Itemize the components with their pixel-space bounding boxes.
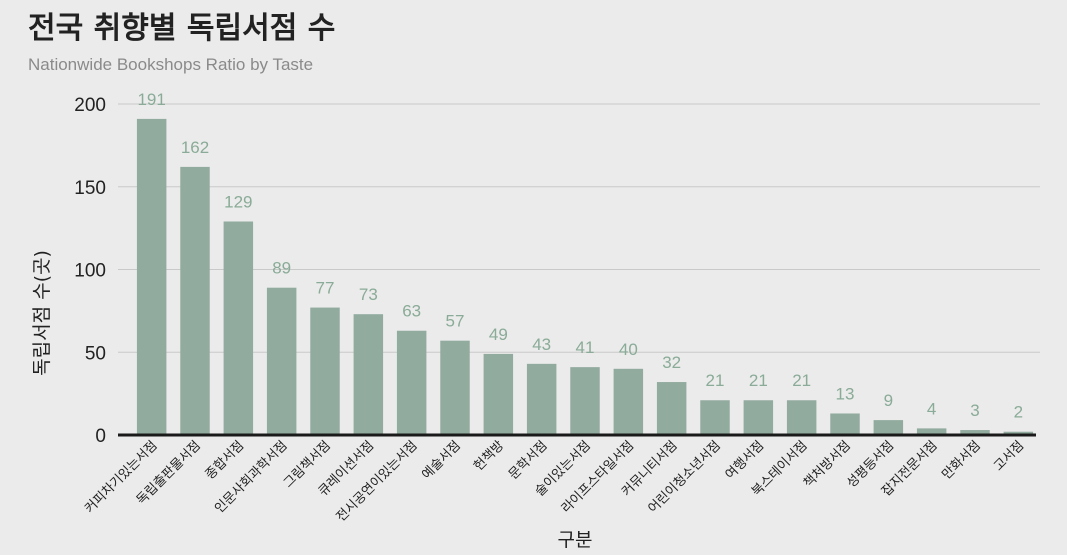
bar	[526, 363, 557, 435]
x-tick-label: 전시공연이있는서점	[334, 438, 421, 525]
data-label: 41	[576, 338, 595, 357]
data-label: 21	[792, 371, 811, 390]
bar	[136, 118, 167, 436]
y-tick-label: 0	[95, 426, 106, 447]
bars	[136, 118, 1034, 436]
data-label: 49	[489, 325, 508, 344]
y-axis-ticks: 0 50 100 150 200	[74, 95, 106, 447]
chart-subtitle: Nationwide Bookshops Ratio by Taste	[28, 55, 313, 74]
data-label: 129	[224, 193, 252, 212]
data-label: 3	[970, 401, 979, 420]
chart-title: 전국 취향별 독립서점 수	[28, 11, 335, 46]
y-tick-label: 150	[74, 178, 106, 199]
data-label: 43	[532, 335, 551, 354]
bar	[613, 368, 644, 435]
data-label: 13	[836, 384, 855, 403]
data-label: 162	[181, 138, 209, 157]
bar	[570, 367, 600, 435]
bar	[310, 307, 340, 435]
data-label: 4	[927, 399, 936, 418]
gridlines	[118, 103, 1040, 353]
bar	[786, 400, 817, 435]
bar	[873, 420, 904, 435]
x-tick-label: 헌책방	[471, 438, 507, 474]
data-label: 2	[1014, 403, 1023, 422]
y-tick-label: 100	[74, 261, 106, 282]
bar	[916, 428, 947, 435]
x-tick-label: 종합서점	[203, 438, 247, 482]
data-label: 9	[884, 391, 893, 410]
data-label: 191	[137, 90, 165, 109]
x-axis-label: 구분	[558, 529, 593, 551]
x-tick-label: 고서점	[991, 438, 1027, 474]
bar	[180, 166, 210, 435]
bar	[743, 400, 774, 435]
x-tick-label: 커피차기있는서점	[82, 438, 160, 516]
x-tick-label: 만화서점	[939, 438, 983, 482]
x-tick-label: 여행서점	[722, 438, 767, 483]
bar	[396, 330, 427, 435]
data-label: 57	[446, 312, 465, 331]
data-label: 21	[749, 371, 768, 390]
bar	[483, 353, 514, 435]
y-tick-label: 50	[85, 343, 106, 364]
data-label: 73	[359, 285, 378, 304]
bar	[353, 314, 384, 435]
y-tick-label: 200	[74, 95, 106, 116]
x-axis-ticks: 커피차기있는서점독립출판물서점종합서점인문사회과학서점그림책서점큐레이션서점전시…	[82, 438, 1027, 525]
y-axis-label: 독립서점 수(곳)	[31, 250, 53, 376]
bar	[700, 400, 730, 435]
bar	[960, 430, 990, 435]
x-tick-label: 예술서점	[419, 438, 463, 482]
bar	[223, 221, 254, 435]
data-label: 77	[316, 279, 335, 298]
bar	[830, 413, 860, 435]
x-tick-label: 문학서점	[506, 438, 550, 482]
bar	[266, 287, 297, 435]
data-label: 89	[272, 259, 291, 278]
data-label: 63	[402, 302, 421, 321]
bar	[656, 382, 687, 435]
data-label: 32	[662, 353, 681, 372]
bar	[440, 340, 470, 435]
data-label: 40	[619, 340, 638, 359]
data-label: 21	[706, 371, 725, 390]
bar	[1003, 431, 1034, 435]
